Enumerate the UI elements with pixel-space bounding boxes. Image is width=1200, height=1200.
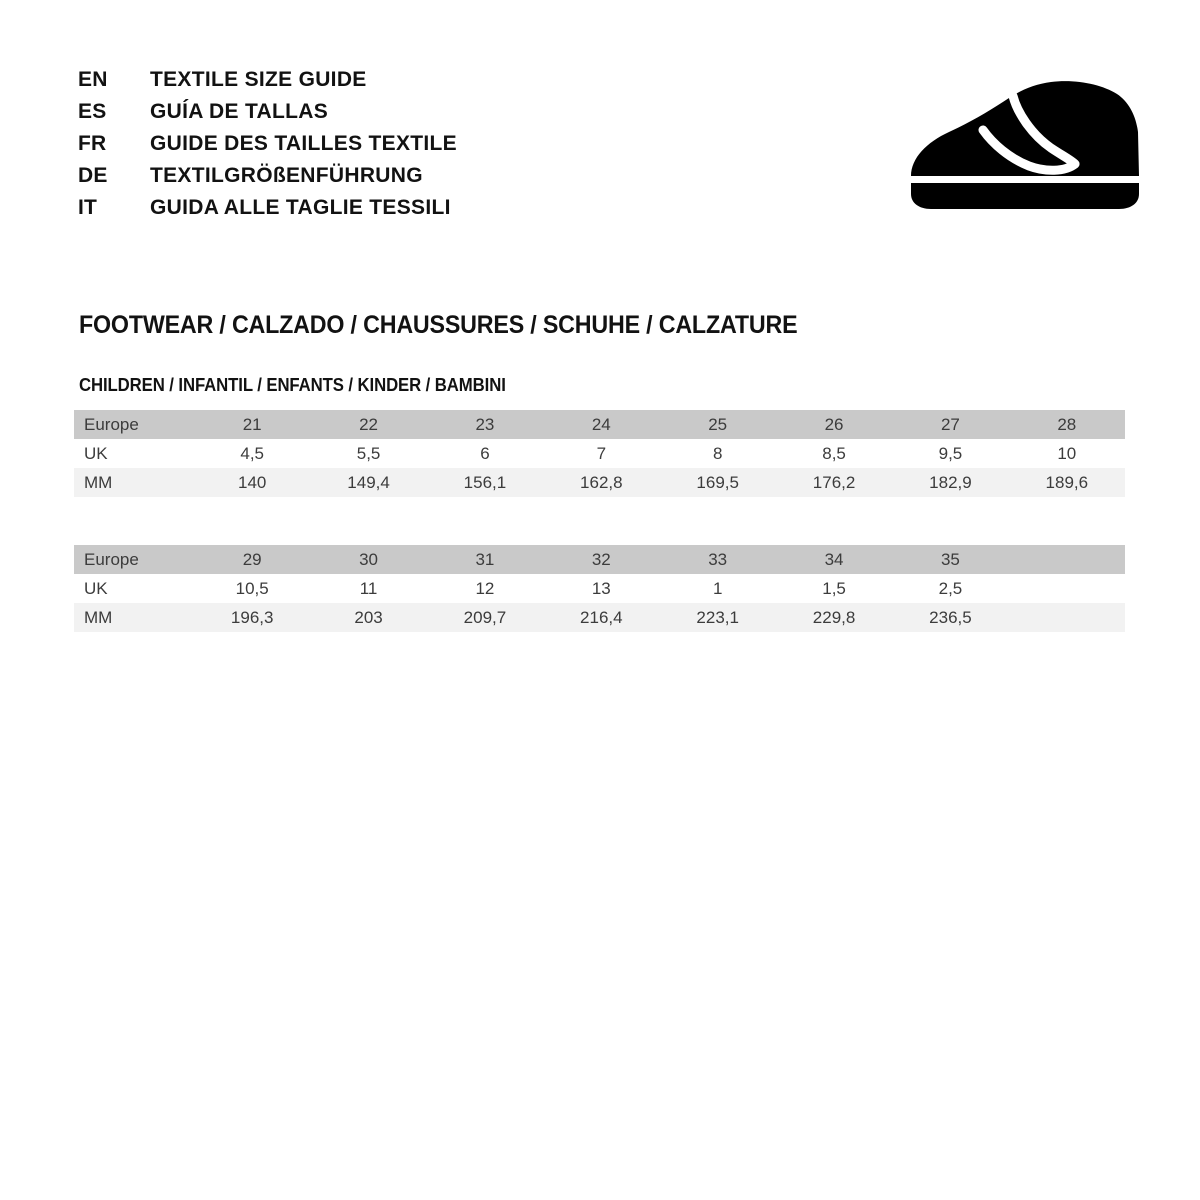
- row-label-uk: UK: [84, 444, 108, 463]
- language-row-fr: FR GUIDE DES TAILLES TEXTILE: [78, 132, 598, 164]
- children-section-title: CHILDREN / INFANTIL / ENFANTS / KINDER /…: [79, 375, 506, 395]
- table-cell: 33: [708, 550, 728, 569]
- table-cell: 189,6: [1045, 473, 1089, 492]
- language-row-es: ES GUÍA DE TALLAS: [78, 100, 598, 132]
- table-row: UK 10,5 11 12 13 1 1,5 2,5: [74, 574, 1125, 603]
- table-cell: 176,2: [812, 473, 856, 492]
- table-cell: 1,5: [822, 579, 846, 598]
- language-row-de: DE TEXTILGRÖßENFÜHRUNG: [78, 164, 598, 196]
- language-row-it: IT GUIDA ALLE TAGLIE TESSILI: [78, 196, 598, 228]
- table-cell: 25: [708, 415, 728, 434]
- table-row: UK 4,5 5,5 6 7 8 8,5 9,5 10: [74, 439, 1125, 468]
- table-cell: 7: [596, 444, 607, 463]
- table-cell: 1: [712, 579, 723, 598]
- language-code: DE: [78, 164, 108, 187]
- row-label-mm: MM: [84, 473, 113, 492]
- size-table-children-2: Europe 29 30 31 32 33 34 35 UK 10,5 11 12 13 1 1,5 2,5 M…: [74, 545, 1125, 632]
- size-table-children-1: Europe 21 22 23 24 25 26 27 28 UK 4,5 5,5 6 7 8 8,5 9,5 1…: [74, 410, 1125, 497]
- table-cell: 216,4: [580, 608, 623, 627]
- table-body: Europe 21 22 23 24 25 26 27 28 UK 4,5 5,5 6 7 8 8,5 9,5 1…: [74, 410, 1125, 497]
- table-row: Europe 21 22 23 24 25 26 27 28: [74, 410, 1125, 439]
- table-cell: 196,3: [230, 608, 274, 627]
- table-cell: 229,8: [812, 608, 856, 627]
- row-label-europe: Europe: [84, 415, 139, 434]
- table-cell: 21: [242, 415, 262, 434]
- table-cell: 8: [712, 444, 723, 463]
- table-cell: 156,1: [463, 473, 507, 492]
- table-cell: 27: [940, 415, 960, 434]
- table-cell: [1009, 545, 1125, 574]
- table-cell: 26: [824, 415, 844, 434]
- table-row: MM 196,3 203 209,7 216,4 223,1 229,8 236,5: [74, 603, 1125, 632]
- table-cell: 13: [591, 579, 611, 598]
- table-row: MM 140 149,4 156,1 162,8 169,5 176,2 182,9 189,6: [74, 468, 1125, 497]
- footwear-section-title: FOOTWEAR / CALZADO / CHAUSSURES / SCHUHE…: [79, 311, 798, 339]
- table-cell: 29: [242, 550, 262, 569]
- table-cell: 209,7: [463, 608, 507, 627]
- table-cell: 182,9: [929, 473, 972, 492]
- table-body: Europe 29 30 31 32 33 34 35 UK 10,5 11 12 13 1 1,5 2,5 M…: [74, 545, 1125, 632]
- table-cell: 169,5: [696, 473, 739, 492]
- language-code: EN: [78, 68, 108, 91]
- table-cell: [1009, 603, 1125, 632]
- table-cell: [1009, 574, 1125, 603]
- table-cell: 11: [359, 579, 378, 598]
- table-cell: 8,5: [822, 444, 846, 463]
- table-cell: 140: [238, 473, 267, 492]
- language-title: TEXTILGRÖßENFÜHRUNG: [150, 164, 423, 187]
- table-cell: 32: [591, 550, 611, 569]
- table-cell: 10: [1057, 444, 1077, 463]
- row-label-uk: UK: [84, 579, 108, 598]
- language-code: ES: [78, 100, 107, 123]
- language-code: FR: [78, 132, 107, 155]
- table-cell: 6: [480, 444, 490, 463]
- table-cell: 223,1: [696, 608, 739, 627]
- language-title: TEXTILE SIZE GUIDE: [150, 68, 367, 91]
- table-cell: 162,8: [580, 473, 623, 492]
- table-cell: 10,5: [235, 579, 269, 598]
- language-header-list: EN TEXTILE SIZE GUIDE ES GUÍA DE TALLAS FR GU…: [78, 68, 598, 228]
- shoe-icon: [905, 72, 1145, 212]
- table-cell: 35: [940, 550, 960, 569]
- table-cell: 236,5: [929, 608, 972, 627]
- table-cell: 24: [591, 415, 611, 434]
- table-cell: 31: [475, 550, 495, 569]
- table-cell: 28: [1057, 415, 1077, 434]
- language-title: GUIDA ALLE TAGLIE TESSILI: [150, 196, 451, 219]
- row-label-europe: Europe: [84, 550, 139, 569]
- table-cell: 23: [475, 415, 495, 434]
- table-cell: 34: [824, 550, 844, 569]
- table-cell: 22: [359, 415, 379, 434]
- language-title: GUÍA DE TALLAS: [150, 100, 329, 123]
- table-cell: 5,5: [356, 444, 381, 463]
- language-row-en: EN TEXTILE SIZE GUIDE: [78, 68, 598, 100]
- table-cell: 4,5: [240, 444, 264, 463]
- table-cell: 12: [475, 579, 495, 598]
- row-label-mm: MM: [84, 608, 113, 627]
- table-cell: 2,5: [938, 579, 963, 598]
- table-row: Europe 29 30 31 32 33 34 35: [74, 545, 1125, 574]
- table-cell: 203: [354, 608, 383, 627]
- table-cell: 9,5: [938, 444, 963, 463]
- language-code: IT: [78, 196, 98, 219]
- table-cell: 149,4: [347, 473, 390, 492]
- table-cell: 30: [359, 550, 379, 569]
- language-title: GUIDE DES TAILLES TEXTILE: [150, 132, 457, 155]
